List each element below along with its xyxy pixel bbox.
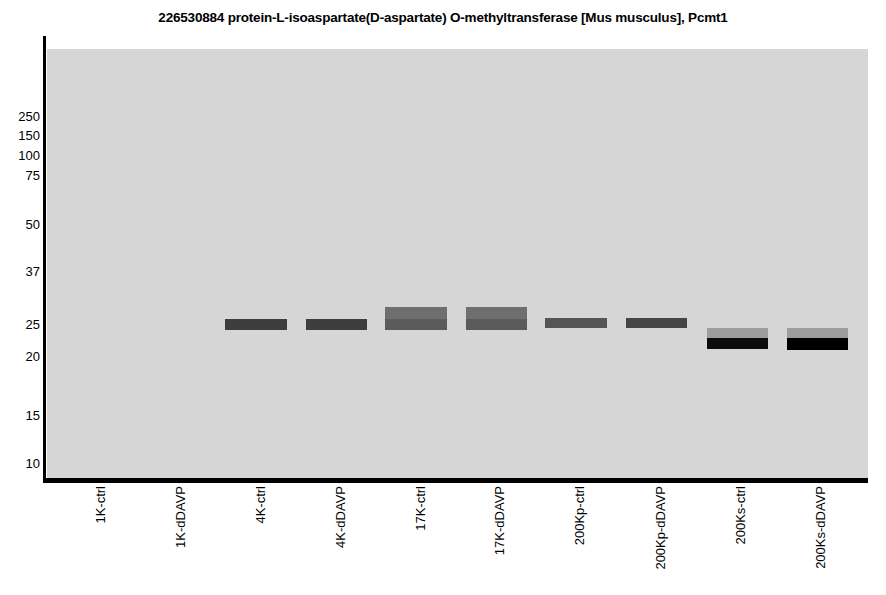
x-axis-lane-label: 17K-ctrl	[413, 486, 428, 531]
x-axis-lane-label: 17K-dDAVP	[493, 486, 508, 555]
x-axis-lane-label: 1K-dDAVP	[173, 486, 188, 548]
x-axis-lane-label: 200Ks-dDAVP	[813, 486, 828, 569]
y-axis-tick-label: 15	[26, 408, 40, 424]
x-axis-lane-label: 200Kp-dDAVP	[653, 486, 668, 570]
y-axis-tick-label: 10	[26, 456, 40, 472]
x-axis-lane-label: 200Kp-ctrl	[573, 486, 588, 545]
y-axis-tick-label: 150	[18, 128, 40, 144]
gel-band	[466, 307, 527, 319]
x-axis-lane-label: 200Ks-ctrl	[733, 486, 748, 545]
gel-band	[385, 319, 447, 330]
gel-band	[466, 319, 527, 330]
y-axis-tick-label: 75	[26, 168, 40, 184]
gel-band	[225, 319, 287, 330]
gel-band	[545, 318, 607, 328]
y-axis-tick-label: 25	[26, 317, 40, 333]
gel-band	[787, 328, 848, 338]
x-axis-lane-label: 4K-dDAVP	[333, 486, 348, 548]
y-axis-line	[43, 36, 46, 483]
gel-band	[787, 338, 848, 350]
gel-band	[707, 328, 768, 338]
chart-title: 226530884 protein-L-isoaspartate(D-aspar…	[0, 10, 886, 25]
x-axis-lane-label: 4K-ctrl	[253, 486, 268, 524]
y-axis-tick-label: 100	[18, 148, 40, 164]
gel-blot-figure: 226530884 protein-L-isoaspartate(D-aspar…	[0, 0, 886, 595]
y-axis-tick-label: 50	[26, 217, 40, 233]
x-axis-line	[43, 478, 868, 483]
plot-area	[47, 49, 868, 478]
x-axis-lane-label: 1K-ctrl	[93, 486, 108, 524]
gel-band	[707, 338, 768, 349]
gel-band	[385, 307, 447, 319]
y-axis-tick-label: 250	[18, 109, 40, 125]
gel-band	[626, 318, 687, 328]
y-axis-tick-label: 37	[26, 264, 40, 280]
y-axis-tick-label: 20	[26, 349, 40, 365]
gel-band	[306, 319, 367, 330]
